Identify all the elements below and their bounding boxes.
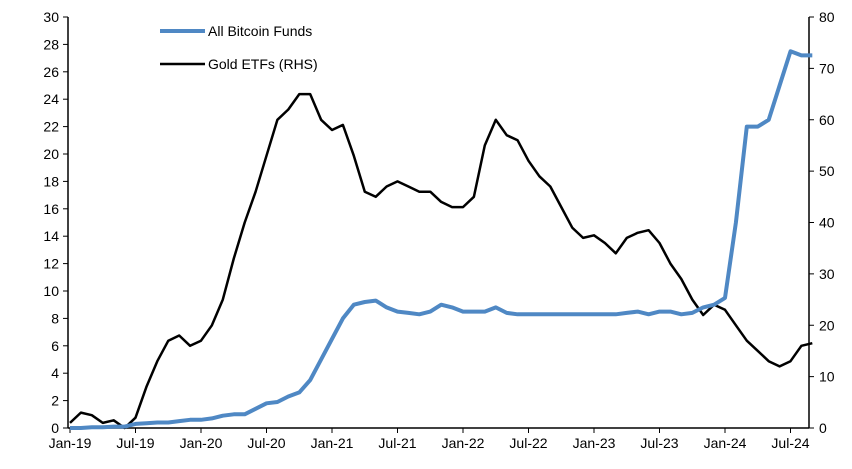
y-tick-label-right: 60 (819, 112, 835, 128)
y-tick-label-left: 10 (43, 283, 59, 299)
y-tick-label-left: 6 (51, 338, 59, 354)
y-tick-label-left: 0 (51, 420, 59, 436)
x-tick-label: Jul-20 (247, 435, 285, 451)
y-tick-label-left: 22 (43, 119, 59, 135)
y-tick-label-left: 18 (43, 173, 59, 189)
y-tick-label-right: 70 (819, 60, 835, 76)
y-tick-label-right: 30 (819, 266, 835, 282)
y-tick-label-right: 20 (819, 317, 835, 333)
legend-label-bitcoin: All Bitcoin Funds (208, 23, 312, 39)
y-tick-label-right: 80 (819, 9, 835, 25)
x-tick-label: Jan-20 (180, 435, 223, 451)
y-tick-label-left: 2 (51, 393, 59, 409)
x-tick-label: Jul-24 (771, 435, 809, 451)
y-tick-label-left: 14 (43, 228, 59, 244)
legend: All Bitcoin Funds Gold ETFs (RHS) (160, 23, 318, 72)
x-tick-label: Jan-24 (704, 435, 747, 451)
x-tick-label: Jan-19 (49, 435, 92, 451)
y-tick-label-right: 0 (819, 420, 827, 436)
x-tick-label: Jul-22 (509, 435, 547, 451)
legend-label-gold: Gold ETFs (RHS) (208, 56, 318, 72)
y-tick-label-left: 24 (43, 91, 59, 107)
y-tick-label-left: 12 (43, 256, 59, 272)
y-tick-label-left: 30 (43, 9, 59, 25)
x-tick-label: Jul-21 (378, 435, 416, 451)
x-tick-label: Jan-21 (311, 435, 354, 451)
y-tick-label-right: 10 (819, 369, 835, 385)
y-tick-label-right: 50 (819, 163, 835, 179)
y-tick-label-right: 40 (819, 215, 835, 231)
series-line-bitcoin (70, 49, 813, 430)
y-tick-label-left: 26 (43, 64, 59, 80)
y-tick-label-left: 4 (51, 365, 59, 381)
y-tick-label-left: 8 (51, 310, 59, 326)
x-tick-label: Jan-22 (442, 435, 485, 451)
series-line-gold (69, 92, 813, 430)
y-tick-label-left: 28 (43, 36, 59, 52)
y-tick-label-left: 16 (43, 201, 59, 217)
x-tick-label: Jul-23 (640, 435, 678, 451)
x-tick-label: Jul-19 (116, 435, 154, 451)
y-tick-label-left: 20 (43, 146, 59, 162)
x-tick-label: Jan-23 (573, 435, 616, 451)
